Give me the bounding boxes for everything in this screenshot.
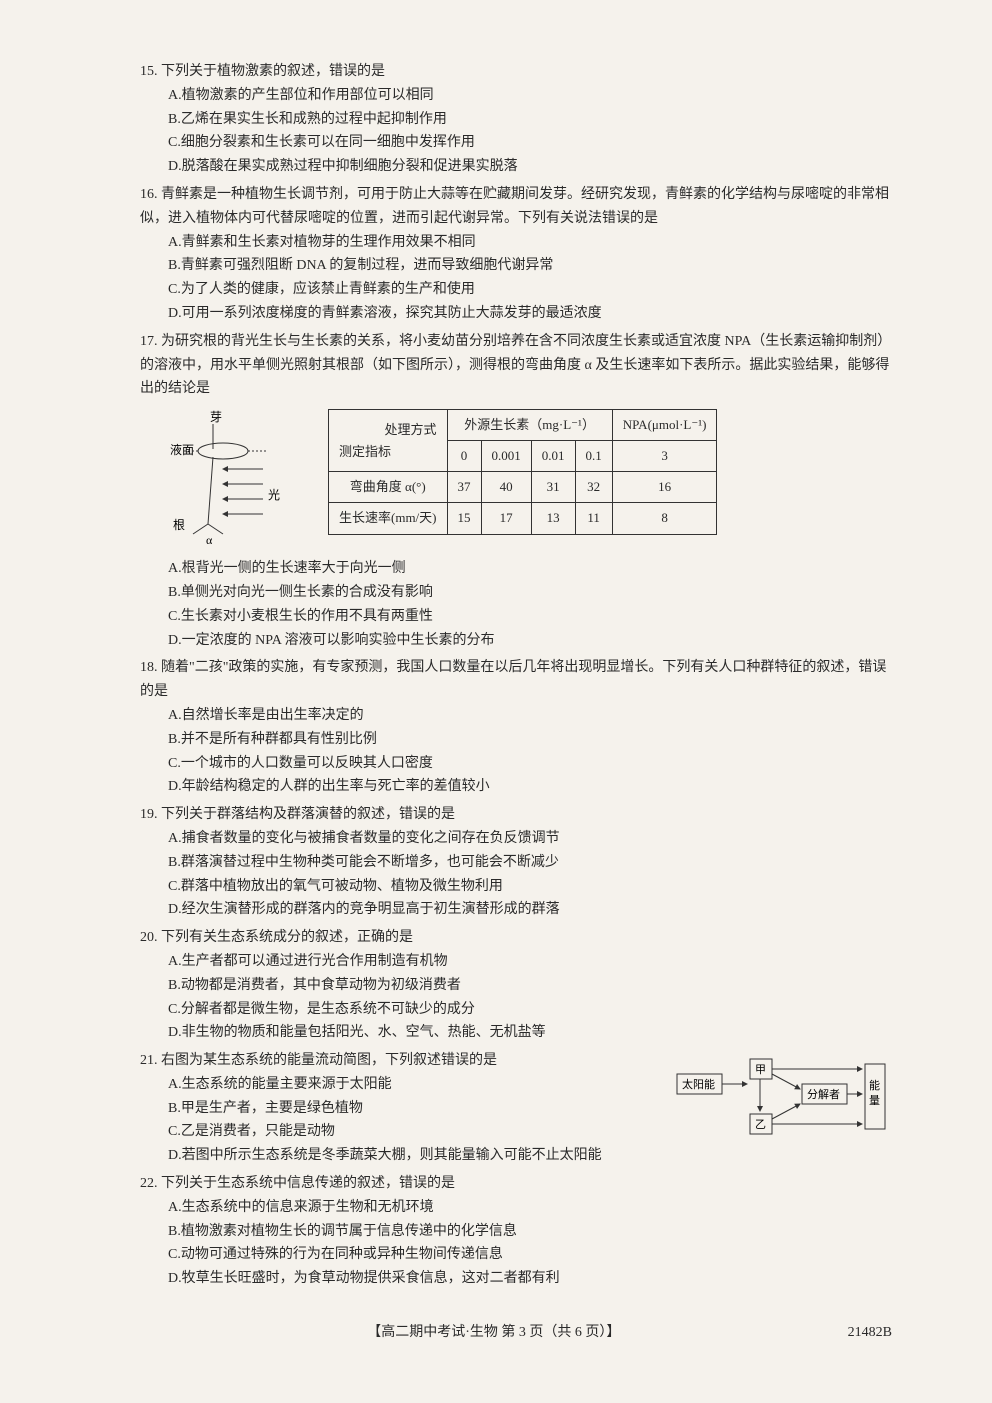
label-gen: 根: [173, 518, 185, 532]
q21-option-b: B.甲是生产者，主要是绿色植物: [168, 1097, 662, 1121]
r2c0: 15: [447, 503, 481, 534]
q18-num: 18.: [140, 660, 158, 675]
q22-option-c: C.动物可通过特殊的行为在同种或异种生物间传递信息: [168, 1243, 892, 1267]
q19-option-b: B.群落演替过程中生物种类可能会不断增多，也可能会不断减少: [168, 851, 892, 875]
r2c4: 8: [612, 503, 717, 534]
q16-text: 青鲜素是一种植物生长调节剂，可用于防止大蒜等在贮藏期间发芽。经研究发现，青鲜素的…: [140, 187, 889, 226]
question-21: 21. 右图为某生态系统的能量流动简图，下列叙述错误的是 A.生态系统的能量主要…: [140, 1049, 892, 1168]
q22-option-a: A.生态系统中的信息来源于生物和无机环境: [168, 1196, 892, 1220]
page-footer: 【高二期中考试·生物 第 3 页（共 6 页）】 21482B: [140, 1321, 892, 1345]
q16-option-d: D.可用一系列浓度梯度的青鲜素溶液，探究其防止大蒜发芽的最适浓度: [168, 302, 892, 326]
col-4: 3: [612, 441, 717, 472]
q18-text: 随着"二孩"政策的实施，有专家预测，我国人口数量在以后几年将出现明显增长。下列有…: [140, 660, 886, 699]
col-1: 0.001: [481, 441, 531, 472]
th-auxin: 外源生长素（mg·L⁻¹）: [447, 410, 612, 441]
q15-option-a: A.植物激素的产生部位和作用部位可以相同: [168, 84, 892, 108]
q22-option-b: B.植物激素对植物生长的调节属于信息传递中的化学信息: [168, 1220, 892, 1244]
q18-option-a: A.自然增长率是由出生率决定的: [168, 704, 892, 728]
q22-option-d: D.牧草生长旺盛时，为食草动物提供采食信息，这对二者都有利: [168, 1267, 892, 1291]
question-15: 15. 下列关于植物激素的叙述，错误的是 A.植物激素的产生部位和作用部位可以相…: [140, 60, 892, 179]
row1-label: 弯曲角度 α(°): [329, 472, 448, 503]
flow-energy-2: 量: [869, 1094, 880, 1107]
q18-option-d: D.年龄结构稳定的人群的出生率与死亡率的差值较小: [168, 775, 892, 799]
q20-text: 下列有关生态系统成分的叙述，正确的是: [161, 930, 413, 945]
q16-option-a: A.青鲜素和生长素对植物芽的生理作用效果不相同: [168, 231, 892, 255]
q17-num: 17.: [140, 334, 158, 349]
q20-option-c: C.分解者都是微生物，是生态系统不可缺少的成分: [168, 998, 892, 1022]
th-process: 处理方式: [384, 422, 436, 437]
r1c4: 16: [612, 472, 717, 503]
label-yemian: 液面: [170, 442, 194, 457]
r1c1: 40: [481, 472, 531, 503]
q17-option-c: C.生长素对小麦根生长的作用不具有两重性: [168, 605, 892, 629]
q17-text: 为研究根的背光生长与生长素的关系，将小麦幼苗分别培养在含不同浓度生长素或适宜浓度…: [140, 334, 891, 397]
q16-option-c: C.为了人类的健康，应该禁止青鲜素的生产和使用: [168, 278, 892, 302]
q22-text: 下列关于生态系统中信息传递的叙述，错误的是: [161, 1176, 455, 1191]
q17-option-b: B.单侧光对向光一侧生长素的合成没有影响: [168, 581, 892, 605]
q15-text: 下列关于植物激素的叙述，错误的是: [161, 64, 385, 79]
r2c2: 13: [531, 503, 575, 534]
q16-option-b: B.青鲜素可强烈阻断 DNA 的复制过程，进而导致细胞代谢异常: [168, 254, 892, 278]
q17-diagram: 芽 液面 光 根 α: [168, 409, 308, 549]
question-16: 16. 青鲜素是一种植物生长调节剂，可用于防止大蒜等在贮藏期间发芽。经研究发现，…: [140, 183, 892, 326]
q15-option-c: C.细胞分裂素和生长素可以在同一细胞中发挥作用: [168, 131, 892, 155]
flow-jia: 甲: [755, 1064, 766, 1076]
q22-num: 22.: [140, 1176, 158, 1191]
footer-text: 【高二期中考试·生物 第 3 页（共 6 页）】: [367, 1325, 620, 1340]
flow-yi: 乙: [755, 1118, 766, 1131]
q20-option-a: A.生产者都可以通过进行光合作用制造有机物: [168, 950, 892, 974]
q18-option-c: C.一个城市的人口数量可以反映其人口密度: [168, 752, 892, 776]
q21-option-d: D.若图中所示生态系统是冬季蔬菜大棚，则其能量输入可能不止太阳能: [168, 1144, 662, 1168]
th-measure: 测定指标: [339, 441, 391, 463]
q15-num: 15.: [140, 64, 158, 79]
th-npa: NPA(μmol·L⁻¹): [612, 410, 717, 441]
question-18: 18. 随着"二孩"政策的实施，有专家预测，我国人口数量在以后几年将出现明显增长…: [140, 656, 892, 799]
q17-option-d: D.一定浓度的 NPA 溶液可以影响实验中生长素的分布: [168, 629, 892, 653]
q19-option-a: A.捕食者数量的变化与被捕食者数量的变化之间存在负反馈调节: [168, 827, 892, 851]
r2c3: 11: [575, 503, 612, 534]
r1c3: 32: [575, 472, 612, 503]
q16-num: 16.: [140, 187, 158, 202]
question-20: 20. 下列有关生态系统成分的叙述，正确的是 A.生产者都可以通过进行光合作用制…: [140, 926, 892, 1045]
q19-option-d: D.经次生演替形成的群落内的竞争明显高于初生演替形成的群落: [168, 898, 892, 922]
label-guang: 光: [268, 488, 280, 502]
flow-energy-1: 能: [869, 1078, 880, 1092]
label-ya: 芽: [210, 410, 222, 424]
q21-num: 21.: [140, 1053, 158, 1068]
q21-option-c: C.乙是消费者，只能是动物: [168, 1120, 662, 1144]
q15-option-b: B.乙烯在果实生长和成熟的过程中起抑制作用: [168, 108, 892, 132]
r2c1: 17: [481, 503, 531, 534]
question-19: 19. 下列关于群落结构及群落演替的叙述，错误的是 A.捕食者数量的变化与被捕食…: [140, 803, 892, 922]
flow-decomp: 分解者: [807, 1087, 840, 1101]
col-3: 0.1: [575, 441, 612, 472]
q19-option-c: C.群落中植物放出的氧气可被动物、植物及微生物利用: [168, 875, 892, 899]
r1c2: 31: [531, 472, 575, 503]
q20-num: 20.: [140, 930, 158, 945]
q15-option-d: D.脱落酸在果实成熟过程中抑制细胞分裂和促进果实脱落: [168, 155, 892, 179]
row2-label: 生长速率(mm/天): [329, 503, 448, 534]
q17-option-a: A.根背光一侧的生长速率大于向光一侧: [168, 557, 892, 581]
question-17: 17. 为研究根的背光生长与生长素的关系，将小麦幼苗分别培养在含不同浓度生长素或…: [140, 330, 892, 653]
flow-sun: 太阳能: [682, 1077, 715, 1091]
q18-option-b: B.并不是所有种群都具有性别比例: [168, 728, 892, 752]
footer-code: 21482B: [848, 1321, 892, 1345]
label-alpha: α: [206, 533, 213, 547]
q17-table: 处理方式测定指标 外源生长素（mg·L⁻¹） NPA(μmol·L⁻¹) 0 0…: [328, 409, 717, 534]
question-22: 22. 下列关于生态系统中信息传递的叙述，错误的是 A.生态系统中的信息来源于生…: [140, 1172, 892, 1291]
q19-num: 19.: [140, 807, 158, 822]
col-0: 0: [447, 441, 481, 472]
q20-option-d: D.非生物的物质和能量包括阳光、水、空气、热能、无机盐等: [168, 1021, 892, 1045]
q21-text: 右图为某生态系统的能量流动简图，下列叙述错误的是: [161, 1053, 497, 1068]
q21-option-a: A.生态系统的能量主要来源于太阳能: [168, 1073, 662, 1097]
q21-flow-diagram: 太阳能 甲 乙 分解者 能 量: [672, 1049, 892, 1149]
col-2: 0.01: [531, 441, 575, 472]
q20-option-b: B.动物都是消费者，其中食草动物为初级消费者: [168, 974, 892, 998]
q19-text: 下列关于群落结构及群落演替的叙述，错误的是: [161, 807, 455, 822]
r1c0: 37: [447, 472, 481, 503]
